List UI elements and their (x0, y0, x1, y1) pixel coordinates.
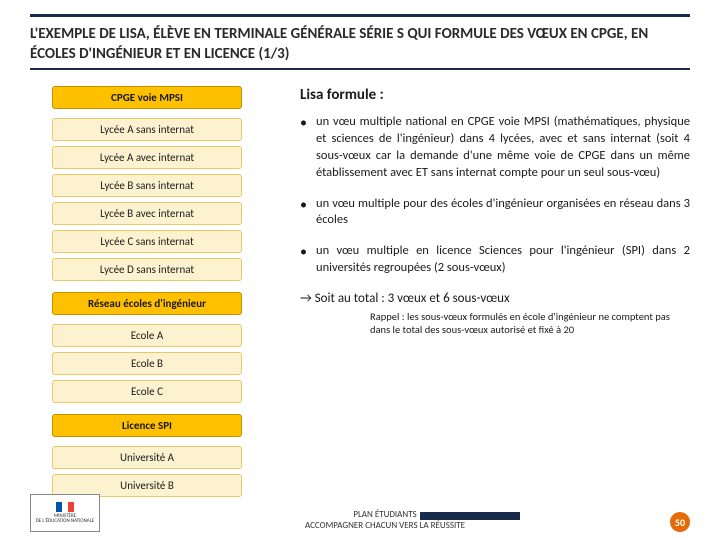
ministry-logo: MINISTÈRE DE L'ÉDUCATION NATIONALE (30, 494, 100, 532)
footer-text: PLAN ÉTUDIANTS ACCOMPAGNER CHACUN VERS L… (100, 510, 670, 532)
page-badge: 50 (670, 512, 690, 532)
bullet-item: un vœu multiple national en CPGE voie MP… (300, 114, 690, 182)
bullet-item: un vœu multiple en licence Sciences pour… (300, 243, 690, 277)
formule-heading: Lisa formule : (300, 86, 690, 104)
group1-item: Lycée B sans internat (52, 174, 242, 197)
footer-line2: ACCOMPAGNER CHACUN VERS LA RÉUSSITE (100, 521, 670, 532)
bullet-item: un vœu multiple pour des écoles d'ingéni… (300, 196, 690, 230)
rappel-text: Rappel : les sous-vœux formulés en école… (300, 310, 690, 336)
group1-item: Lycée B avec internat (52, 202, 242, 225)
logo-text-bottom: DE L'ÉDUCATION NATIONALE (36, 519, 95, 525)
top-rule (30, 14, 690, 17)
group1-item: Lycée D sans internat (52, 258, 242, 281)
bullet-list: un vœu multiple national en CPGE voie MP… (300, 114, 690, 277)
footer: MINISTÈRE DE L'ÉDUCATION NATIONALE PLAN … (30, 494, 690, 532)
group2-item: Ecole B (52, 352, 242, 375)
group3-head: Licence SPI (52, 414, 242, 437)
group1-item: Lycée A sans internat (52, 118, 242, 141)
flag-red (68, 502, 74, 512)
group1-item: Lycée A avec internat (52, 146, 242, 169)
group3-item: Université A (52, 446, 242, 469)
group2-item: Ecole A (52, 324, 242, 347)
slide-title: L'EXEMPLE DE LISA, ÉLÈVE EN TERMINALE GÉ… (30, 24, 690, 65)
flag-icon (56, 502, 74, 512)
group2-item: Ecole C (52, 380, 242, 403)
left-column: CPGE voie MPSI Lycée A sans internat Lyc… (52, 86, 242, 497)
group2-head: Réseau écoles d'ingénieur (52, 292, 242, 315)
total-line: → Soit au total : 3 vœux et 6 sous-vœux (300, 291, 690, 306)
title-rule (30, 68, 690, 70)
group1-head: CPGE voie MPSI (52, 86, 242, 109)
right-column: Lisa formule : un vœu multiple national … (300, 86, 690, 336)
group1-item: Lycée C sans internat (52, 230, 242, 253)
